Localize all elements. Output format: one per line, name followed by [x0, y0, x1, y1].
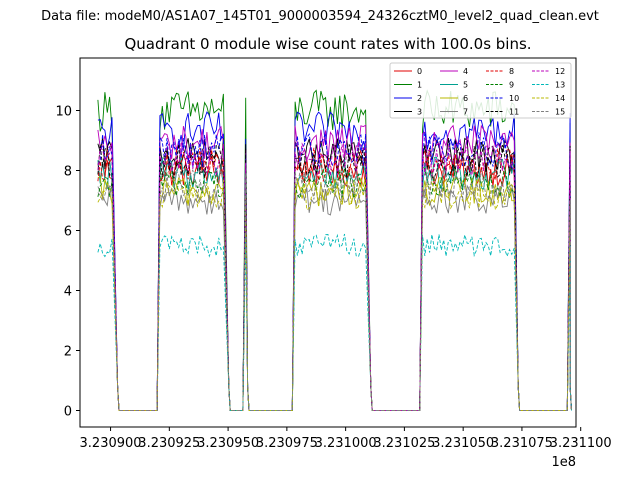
series-line-7: [97, 184, 572, 411]
legend-label: 8: [509, 67, 514, 76]
x-tick-label: 3.231050: [432, 436, 494, 451]
series-line-14: [97, 178, 572, 411]
y-tick-label: 4: [64, 285, 72, 300]
legend-label: 4: [463, 67, 468, 76]
series-line-11: [97, 143, 572, 411]
y-tick-label: 0: [64, 405, 72, 420]
x-tick-label: 3.230950: [197, 436, 259, 451]
series-line-10: [97, 132, 572, 411]
legend-label: 13: [555, 81, 565, 90]
x-offset-label: 1e8: [551, 455, 576, 470]
legend-label: 11: [509, 108, 519, 117]
legend-label: 6: [463, 94, 468, 103]
series-line-9: [97, 166, 572, 411]
series-line-6: [97, 175, 572, 411]
x-tick-label: 3.230900: [80, 436, 142, 451]
x-tick-label: 3.230975: [256, 436, 318, 451]
y-tick-label: 10: [55, 105, 72, 120]
series-line-13: [97, 233, 572, 411]
series-line-12: [97, 140, 572, 411]
y-tick-label: 6: [64, 225, 72, 240]
legend-label: 12: [555, 67, 565, 76]
legend-label: 3: [417, 108, 422, 117]
legend-label: 7: [463, 108, 468, 117]
chart-title: Quadrant 0 module wise count rates with …: [124, 35, 531, 53]
y-tick-label: 8: [64, 165, 72, 180]
x-tick-label: 3.231000: [315, 436, 377, 451]
legend-label: 9: [509, 81, 514, 90]
legend-label: 2: [417, 94, 422, 103]
series-line-2: [97, 111, 572, 411]
series-line-15: [97, 168, 572, 411]
x-tick-label: 3.231025: [373, 436, 435, 451]
legend-box: [389, 62, 572, 119]
x-tick-label: 3.230925: [138, 436, 200, 451]
legend-label: 15: [555, 108, 565, 117]
legend-label: 1: [417, 81, 422, 90]
series-line-3: [97, 137, 572, 411]
legend-label: 14: [555, 94, 565, 103]
legend-label: 5: [463, 81, 468, 90]
legend-label: 0: [417, 67, 422, 76]
series-layer: [97, 89, 572, 411]
x-tick-label: 3.231075: [491, 436, 553, 451]
y-tick-label: 2: [64, 345, 72, 360]
plot-frame: [79, 57, 577, 428]
legend-label: 10: [509, 94, 519, 103]
axis-layer: 3.2309003.2309253.2309503.2309753.231000…: [55, 105, 611, 452]
x-tick-label: 3.231100: [550, 436, 612, 451]
suptitle: Data file: modeM0/AS1A07_145T01_90000035…: [41, 9, 599, 24]
